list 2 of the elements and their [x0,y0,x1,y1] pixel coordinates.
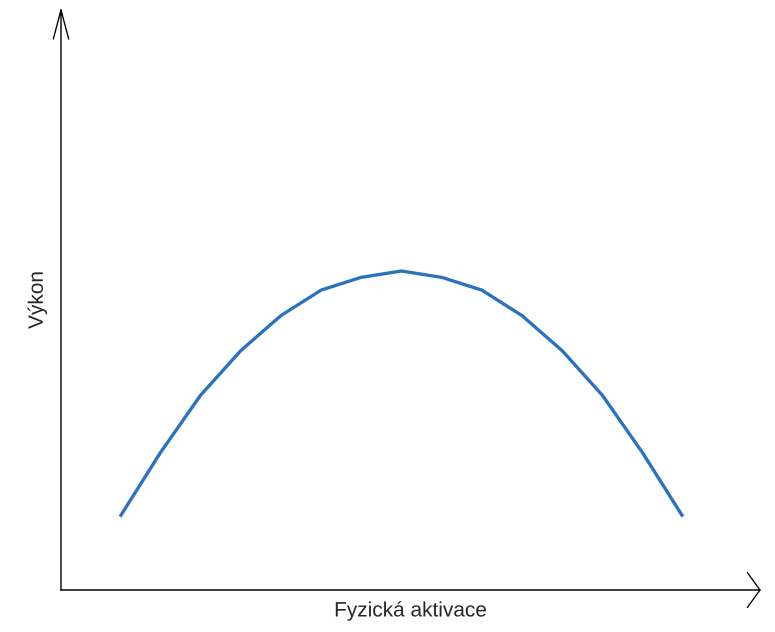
y-axis-title: Výkon [27,272,48,329]
x-axis-title: Fyzická aktivace [336,601,486,621]
